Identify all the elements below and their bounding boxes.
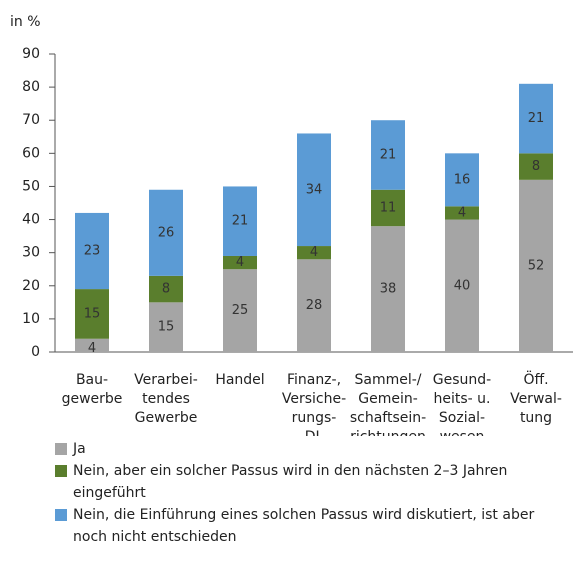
value-label: 26 xyxy=(158,225,175,240)
y-tick-label: 20 xyxy=(22,278,40,294)
y-tick-label: 70 xyxy=(22,112,40,128)
legend-swatch xyxy=(55,443,67,455)
legend-label: Ja xyxy=(73,441,86,457)
y-axis-label: in % xyxy=(10,14,41,30)
x-tick-label: wesen xyxy=(440,429,485,436)
y-tick-label: 30 xyxy=(22,245,40,261)
x-tick-label: DL xyxy=(305,429,324,436)
legend-item: Nein, aber ein solcher Passus wird in de… xyxy=(55,460,555,504)
x-tick-label: Gewerbe xyxy=(135,410,198,426)
value-label: 28 xyxy=(306,298,323,313)
bar-segment xyxy=(223,255,257,270)
x-tick-label: Sammel-/ xyxy=(354,372,421,388)
x-tick-label: schaftsein- xyxy=(350,410,426,426)
x-tick-label: gewerbe xyxy=(62,391,123,407)
y-tick-label: 40 xyxy=(22,212,40,228)
value-label: 4 xyxy=(236,255,244,270)
bar-segment xyxy=(371,226,405,352)
value-label: 11 xyxy=(380,200,397,215)
value-label: 8 xyxy=(162,282,170,297)
x-tick-label: heits- u. xyxy=(434,391,491,407)
x-tick-label: Handel xyxy=(215,372,264,388)
bar-segment xyxy=(297,246,331,260)
value-label: 8 xyxy=(532,159,540,174)
value-label: 52 xyxy=(528,258,545,273)
legend: Ja Nein, aber ein solcher Passus wird in … xyxy=(55,438,555,548)
x-tick-label: Sozial- xyxy=(439,410,485,426)
value-label: 15 xyxy=(158,320,175,335)
bar-segment xyxy=(371,120,405,190)
x-tick-label: Bau- xyxy=(76,372,108,388)
legend-swatch xyxy=(55,509,67,521)
x-tick-label: tendes xyxy=(142,391,190,407)
value-label: 4 xyxy=(310,245,318,260)
value-label: 21 xyxy=(528,111,545,126)
legend-label: Nein, aber ein solcher Passus wird in de… xyxy=(73,463,508,501)
bar-segment xyxy=(297,259,331,352)
x-tick-label: rungs- xyxy=(292,410,337,426)
bar-segment xyxy=(149,189,183,276)
y-tick-label: 50 xyxy=(22,178,40,194)
value-label: 34 xyxy=(306,182,323,197)
value-label: 40 xyxy=(454,278,471,293)
y-tick-label: 60 xyxy=(22,145,40,161)
value-label: 4 xyxy=(458,205,466,220)
x-tick-label: richtungen xyxy=(350,429,426,436)
bar-segment xyxy=(371,189,405,227)
bar-segment xyxy=(519,153,553,180)
value-label: 15 xyxy=(84,306,101,321)
bar-segment xyxy=(445,206,479,220)
value-label: 25 xyxy=(232,303,249,318)
bar-segment xyxy=(519,179,553,352)
x-tick-label: Gesund- xyxy=(433,372,491,388)
x-tick-label: Gemein- xyxy=(358,391,418,407)
bar-segment xyxy=(149,302,183,352)
value-label: 38 xyxy=(380,282,397,297)
legend-item: Ja xyxy=(55,438,555,460)
bar-segment xyxy=(75,289,109,339)
x-tick-label: Verarbei- xyxy=(134,372,198,388)
chart: in % 0 10 20 30 40 50 60 70 80 90 Bau-gewerbe 4 15 23… xyxy=(10,14,573,436)
bar-segment xyxy=(297,133,331,247)
legend-item: Nein, die Einführung eines solchen Passu… xyxy=(55,504,555,548)
bar-segment xyxy=(445,219,479,352)
bar-segment xyxy=(519,83,553,154)
value-label: 4 xyxy=(88,341,96,356)
x-tick-label: tung xyxy=(520,410,552,426)
y-tick-label: 10 xyxy=(22,311,40,327)
x-tick-label: Versiche- xyxy=(282,391,346,407)
bar-segment xyxy=(223,186,257,256)
value-label: 21 xyxy=(380,147,397,162)
value-label: 23 xyxy=(84,244,101,259)
legend-swatch xyxy=(55,465,67,477)
bar-segment xyxy=(223,269,257,352)
bar-segment xyxy=(149,275,183,303)
y-tick-label: 0 xyxy=(31,344,40,360)
legend-label: Nein, die Einführung eines solchen Passu… xyxy=(73,507,535,545)
bar-segment xyxy=(75,212,109,290)
y-tick-label: 90 xyxy=(22,46,40,62)
x-tick-label: Finanz-, xyxy=(287,372,341,388)
bar-segment xyxy=(75,338,109,352)
bar-segment xyxy=(445,153,479,207)
x-tick-label: Öff. xyxy=(523,370,548,388)
value-label: 16 xyxy=(454,172,471,187)
y-tick-label: 80 xyxy=(22,79,40,95)
x-tick-label: Verwal- xyxy=(510,391,562,407)
value-label: 21 xyxy=(232,214,249,229)
